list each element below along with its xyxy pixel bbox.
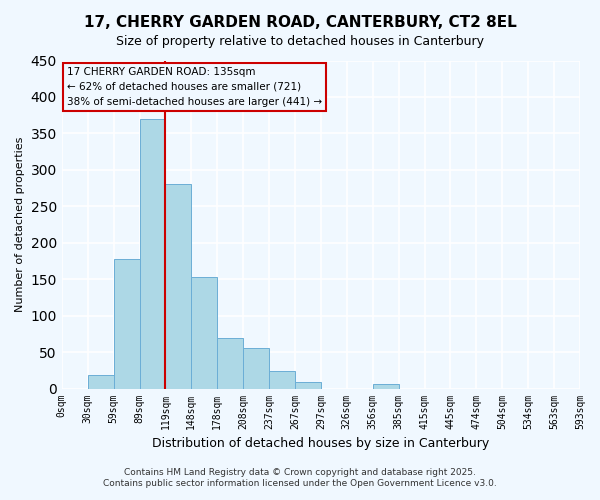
X-axis label: Distribution of detached houses by size in Canterbury: Distribution of detached houses by size …: [152, 437, 490, 450]
Text: 17 CHERRY GARDEN ROAD: 135sqm
← 62% of detached houses are smaller (721)
38% of : 17 CHERRY GARDEN ROAD: 135sqm ← 62% of d…: [67, 67, 322, 106]
Text: 17, CHERRY GARDEN ROAD, CANTERBURY, CT2 8EL: 17, CHERRY GARDEN ROAD, CANTERBURY, CT2 …: [83, 15, 517, 30]
Bar: [166, 184, 191, 388]
Bar: [88, 376, 113, 388]
Bar: [243, 348, 269, 389]
Bar: [373, 384, 398, 388]
Text: Contains HM Land Registry data © Crown copyright and database right 2025.
Contai: Contains HM Land Registry data © Crown c…: [103, 468, 497, 487]
Bar: [295, 382, 321, 388]
Bar: [140, 119, 166, 388]
Text: Size of property relative to detached houses in Canterbury: Size of property relative to detached ho…: [116, 35, 484, 48]
Bar: [217, 338, 243, 388]
Y-axis label: Number of detached properties: Number of detached properties: [15, 137, 25, 312]
Bar: [269, 371, 295, 388]
Bar: [191, 277, 217, 388]
Bar: [113, 259, 140, 388]
